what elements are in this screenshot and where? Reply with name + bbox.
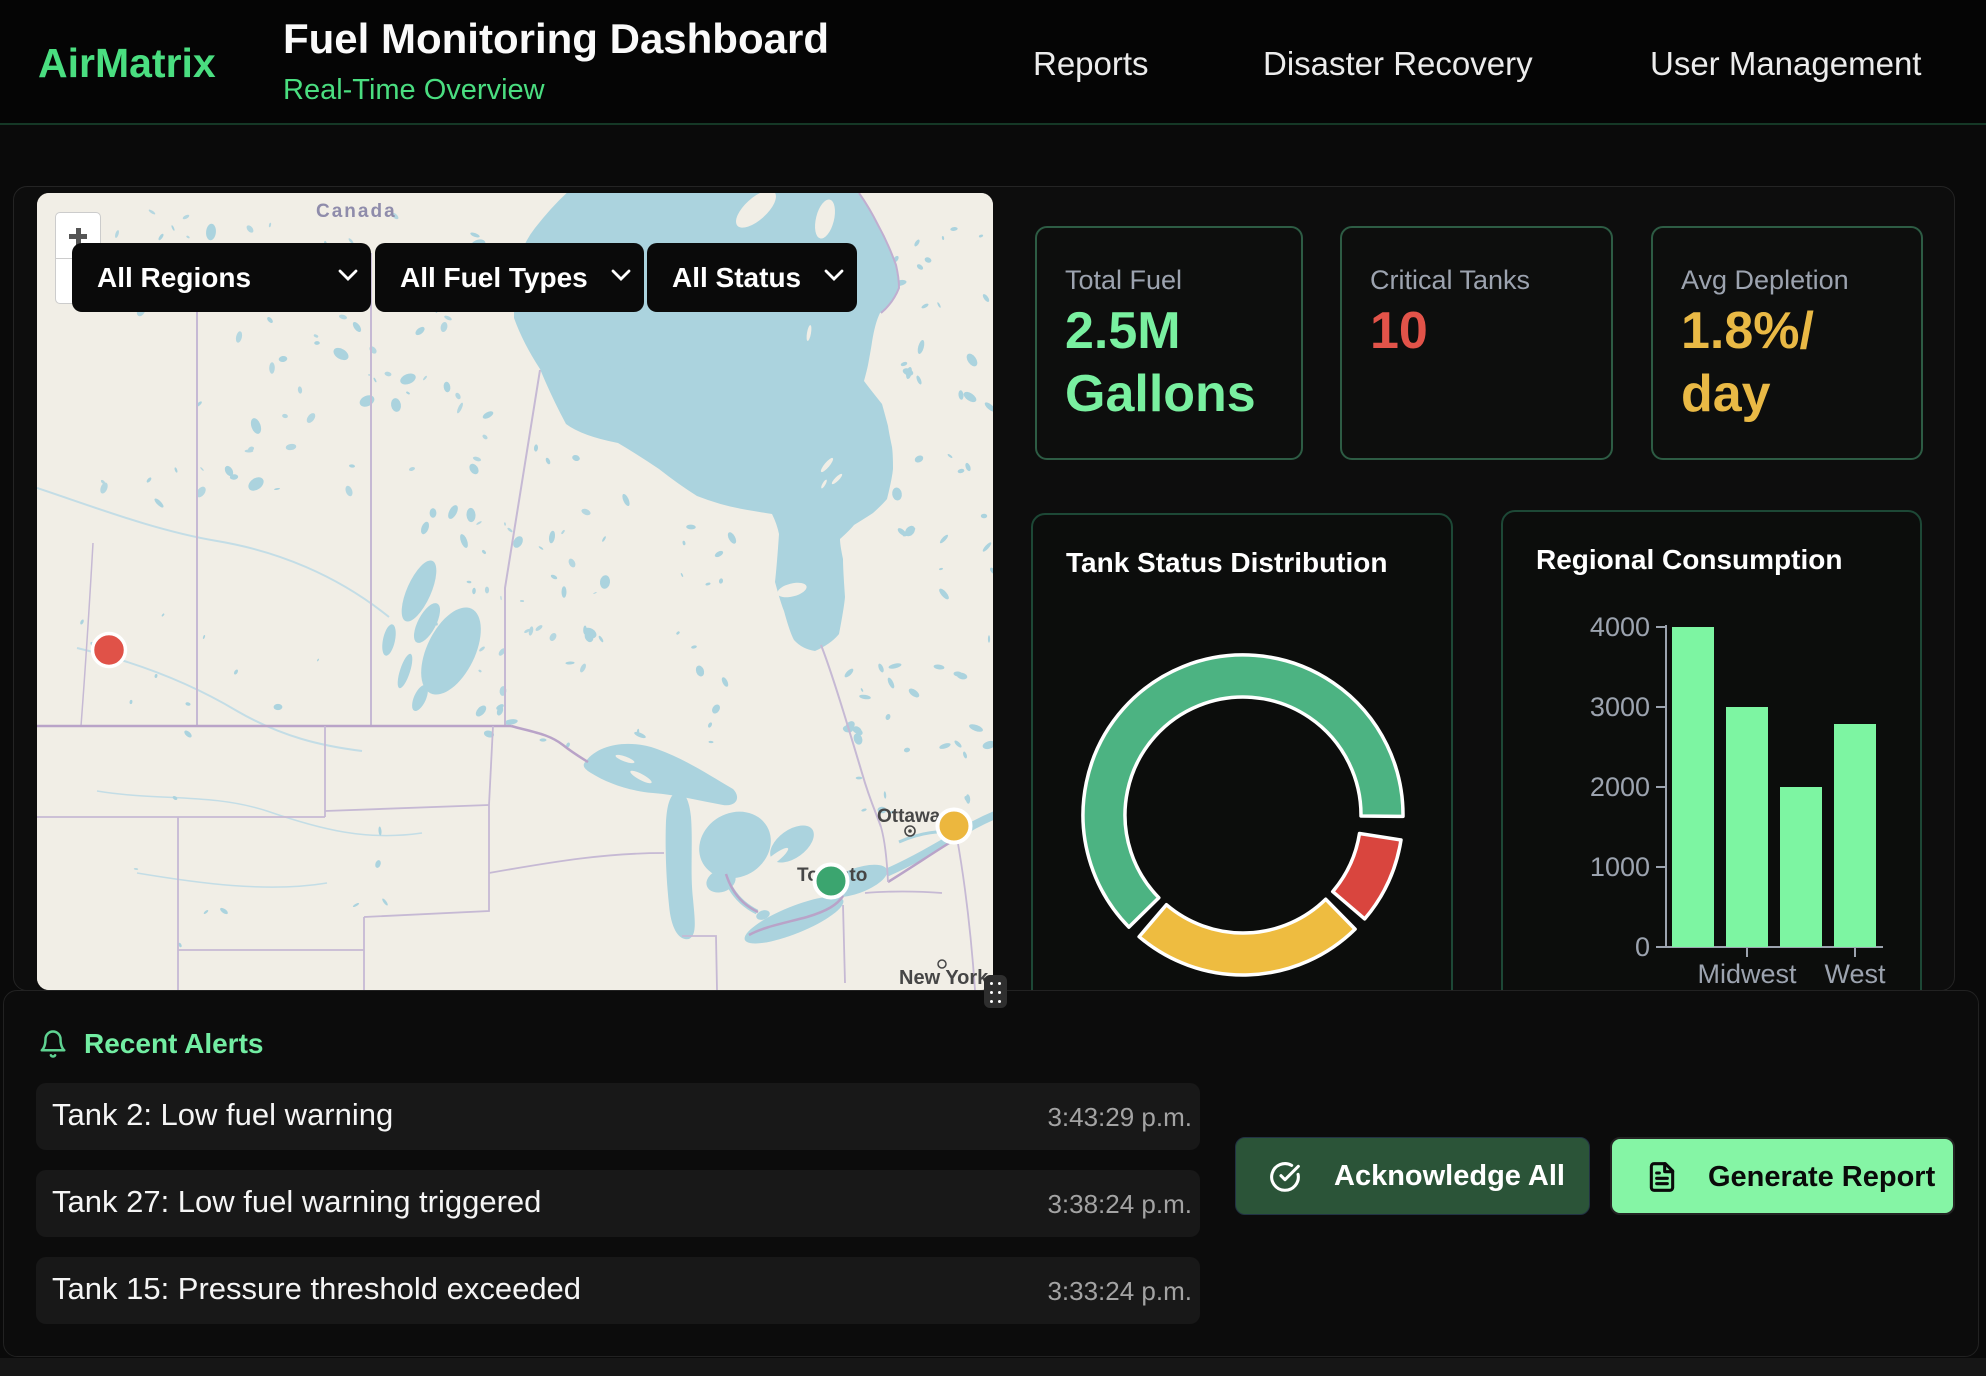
svg-text:2000: 2000 (1590, 772, 1650, 802)
svg-text:Midwest: Midwest (1697, 959, 1797, 989)
svg-text:Canada: Canada (316, 201, 397, 222)
svg-text:1000: 1000 (1590, 852, 1650, 882)
svg-text:West: West (1824, 959, 1886, 989)
svg-text:Ottawa: Ottawa (877, 806, 941, 827)
svg-text:New York: New York (899, 967, 989, 989)
svg-text:4000: 4000 (1590, 612, 1650, 642)
svg-text:0: 0 (1635, 932, 1650, 962)
svg-text:3000: 3000 (1590, 692, 1650, 722)
